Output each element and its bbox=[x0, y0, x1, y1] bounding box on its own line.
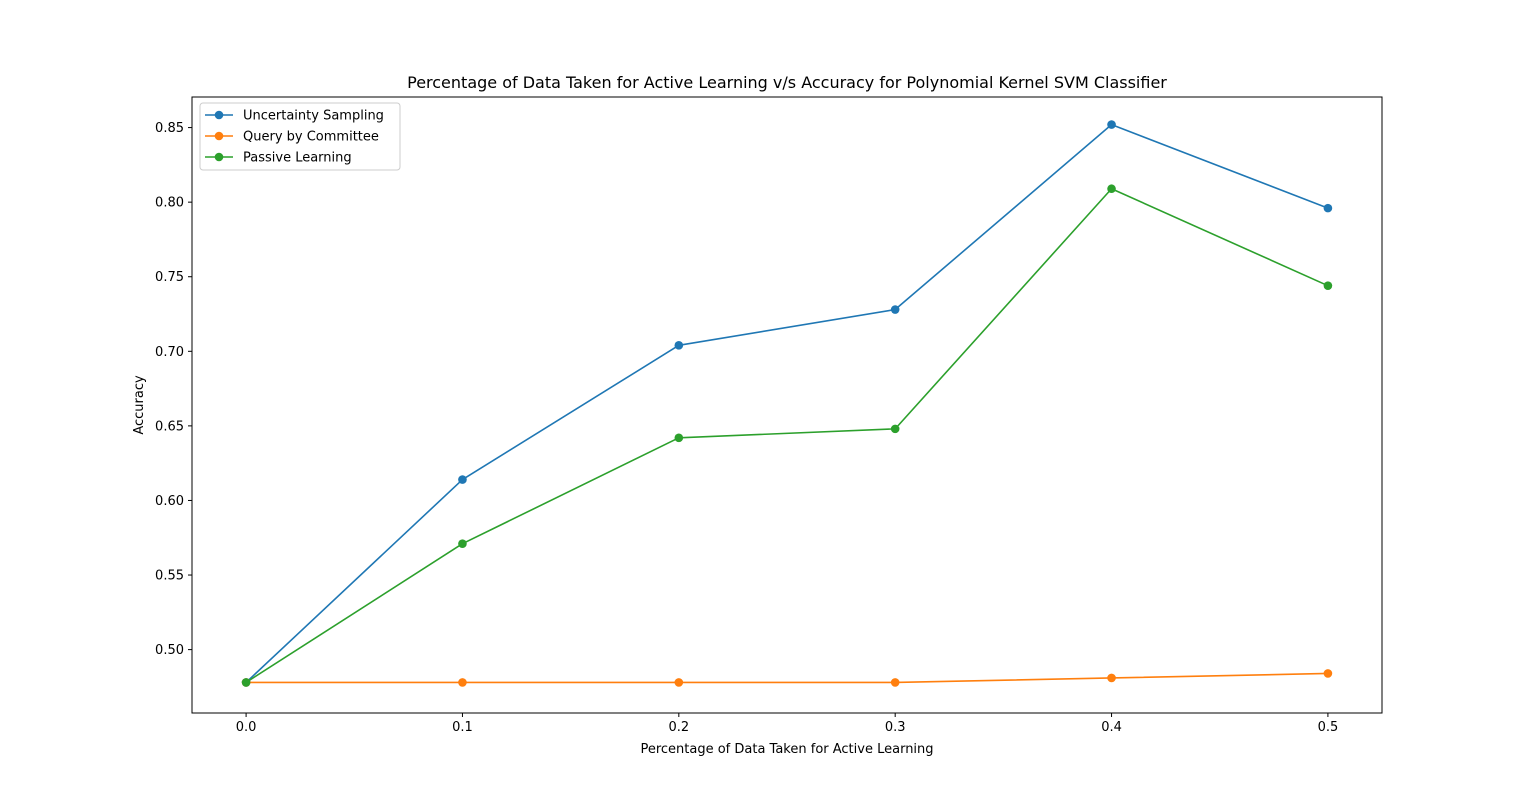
data-point bbox=[674, 341, 684, 350]
series-line bbox=[245, 123, 1329, 684]
y-tick-label: 0.85 bbox=[155, 121, 184, 136]
x-tick-label: 0.2 bbox=[668, 720, 689, 735]
y-tick-label: 0.75 bbox=[155, 270, 184, 285]
data-point bbox=[1323, 669, 1333, 678]
x-tick-label: 0.1 bbox=[452, 720, 473, 735]
x-axis-label: Percentage of Data Taken for Active Lear… bbox=[640, 742, 933, 757]
data-point bbox=[1323, 281, 1333, 290]
legend-box bbox=[199, 102, 401, 171]
series-3 bbox=[241, 184, 1333, 687]
x-tick-label: 0.3 bbox=[885, 720, 906, 735]
plot-area bbox=[192, 97, 1382, 713]
legend-label: Uncertainty Sampling bbox=[243, 109, 384, 124]
x-tick-label: 0.5 bbox=[1318, 720, 1339, 735]
y-tick-label: 0.65 bbox=[155, 419, 184, 434]
series-line bbox=[245, 187, 1329, 684]
y-tick-label: 0.60 bbox=[155, 494, 184, 509]
data-point bbox=[1107, 673, 1116, 683]
series-line bbox=[246, 672, 1328, 684]
legend-marker bbox=[214, 131, 224, 141]
data-point bbox=[1107, 120, 1116, 129]
data-point bbox=[458, 539, 467, 549]
y-tick-label: 0.70 bbox=[155, 345, 184, 360]
data-point bbox=[674, 678, 684, 687]
chart-title: Percentage of Data Taken for Active Lear… bbox=[407, 73, 1167, 92]
data-point bbox=[890, 678, 900, 687]
y-tick-label: 0.55 bbox=[155, 569, 184, 584]
legend: Uncertainty Sampling Query by Committee Pa… bbox=[199, 102, 401, 171]
data-point bbox=[458, 475, 467, 484]
series-2 bbox=[241, 669, 1333, 687]
plot-frame bbox=[191, 96, 1383, 714]
data-point bbox=[458, 678, 467, 687]
data-point bbox=[890, 424, 900, 434]
y-axis-ticks: 0.50 0.55 0.60 0.65 0.70 0.75 0.80 0.85 bbox=[155, 121, 192, 658]
legend-marker bbox=[214, 152, 224, 162]
legend-marker bbox=[214, 110, 224, 120]
series-layer bbox=[241, 120, 1333, 687]
data-point bbox=[1323, 203, 1333, 213]
legend-label: Passive Learning bbox=[243, 151, 352, 166]
data-point bbox=[241, 678, 251, 687]
y-axis-label: Accuracy bbox=[132, 375, 147, 435]
legend-entry: Query by Committee bbox=[205, 130, 379, 145]
y-tick-label: 0.80 bbox=[155, 196, 184, 211]
data-point bbox=[890, 305, 900, 314]
legend-label: Query by Committee bbox=[243, 130, 379, 145]
x-axis-ticks: 0.0 0.1 0.2 0.3 0.4 0.5 bbox=[236, 713, 1339, 735]
data-point bbox=[1107, 184, 1116, 194]
data-point bbox=[674, 433, 684, 443]
legend-entry: Uncertainty Sampling bbox=[205, 109, 384, 124]
series-1 bbox=[241, 120, 1333, 687]
y-tick-label: 0.50 bbox=[155, 643, 184, 658]
x-tick-label: 0.4 bbox=[1101, 720, 1122, 735]
x-tick-label: 0.0 bbox=[236, 720, 257, 735]
legend-entry: Passive Learning bbox=[205, 151, 352, 166]
